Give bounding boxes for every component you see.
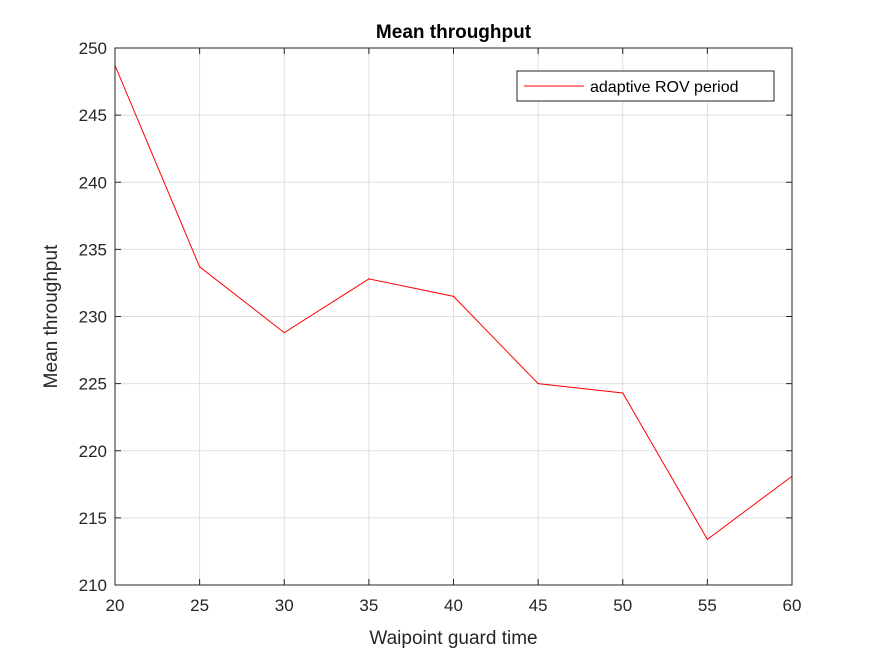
x-tick-label: 50 <box>613 596 632 615</box>
data-point <box>452 295 455 297</box>
x-tick-label: 30 <box>275 596 294 615</box>
data-point <box>368 278 370 280</box>
x-tick-label: 45 <box>529 596 548 615</box>
y-tick-label: 215 <box>79 509 107 528</box>
y-tick-label: 235 <box>79 240 107 259</box>
x-tick-label: 55 <box>698 596 717 615</box>
data-point <box>283 332 285 334</box>
y-tick-label: 210 <box>79 576 107 595</box>
y-tick-label: 250 <box>79 39 107 58</box>
grid <box>115 48 792 585</box>
chart-title: Mean throughput <box>376 22 532 43</box>
data-point <box>199 266 201 268</box>
x-tick-label: 25 <box>190 596 209 615</box>
data-point <box>622 392 624 394</box>
y-tick-label: 225 <box>79 375 107 394</box>
x-axis-label: Waipoint guard time <box>369 628 537 649</box>
data-point <box>537 383 539 385</box>
x-tick-label: 40 <box>444 596 463 615</box>
y-axis-label: Mean throughput <box>41 244 62 388</box>
x-tick-label: 20 <box>106 596 125 615</box>
x-tick-label: 35 <box>359 596 378 615</box>
y-tick-label: 230 <box>79 308 107 327</box>
legend-label-adaptive-rov-period: adaptive ROV period <box>590 79 739 96</box>
ticks: 20 25 30 35 40 45 50 55 60 210 215 220 225 230 235 240 2… <box>79 39 802 615</box>
legend: adaptive ROV period <box>516 70 775 102</box>
x-tick-label: 60 <box>783 596 802 615</box>
y-tick-label: 240 <box>79 173 107 192</box>
y-tick-label: 245 <box>79 106 107 125</box>
y-tick-label: 220 <box>79 442 107 461</box>
data-point <box>706 538 708 540</box>
